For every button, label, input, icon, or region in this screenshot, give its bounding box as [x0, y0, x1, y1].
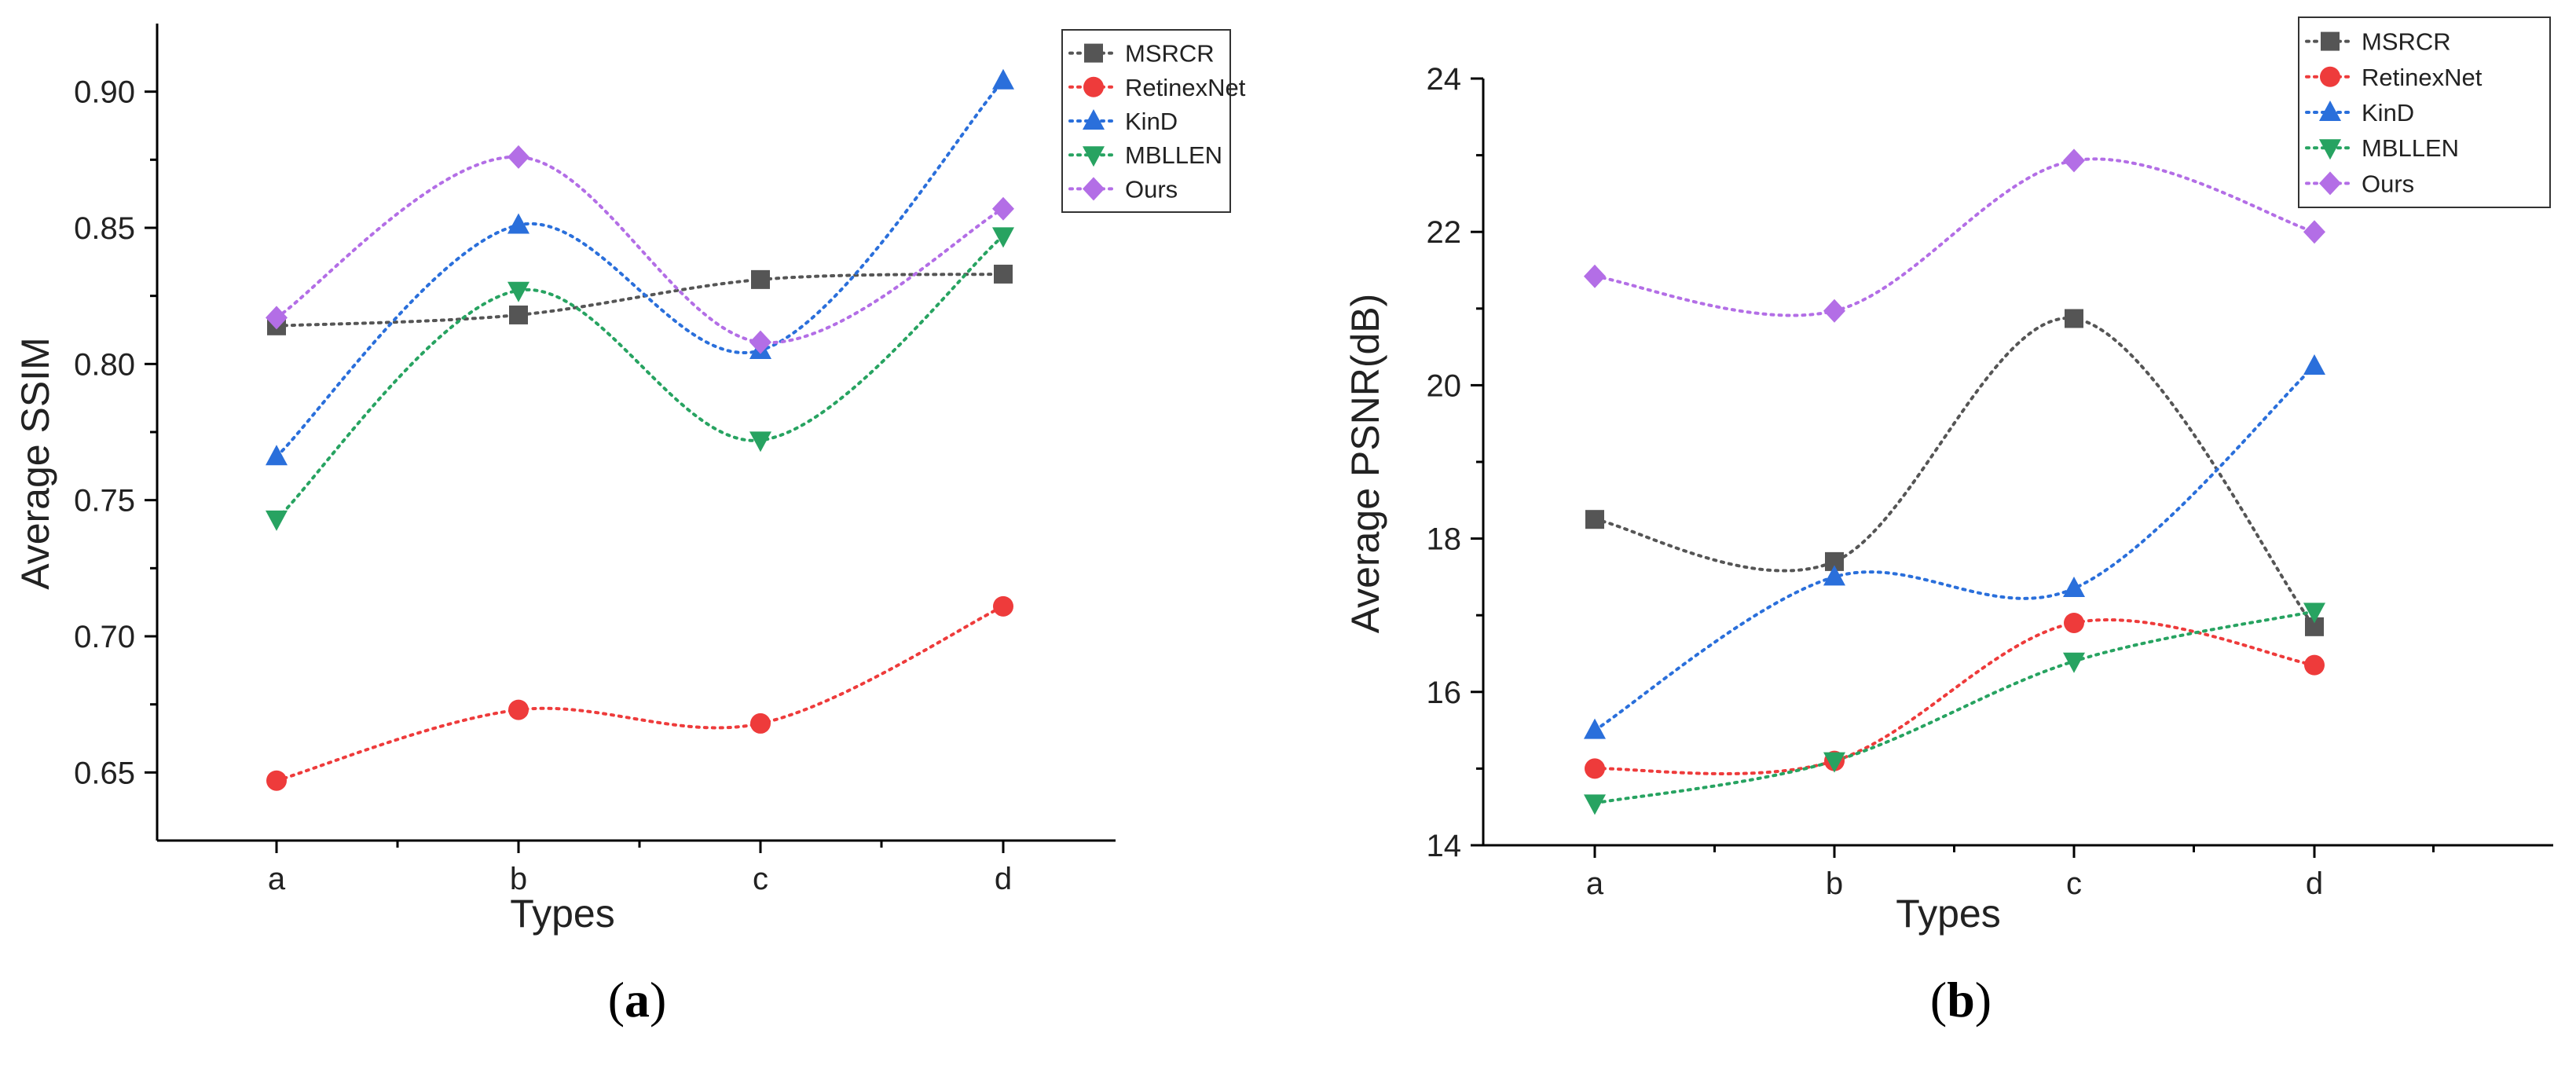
data-point-retinexnet — [508, 699, 529, 720]
data-point-msrcr — [1585, 510, 1604, 529]
x-tick-label: b — [1826, 866, 1843, 901]
data-point-msrcr — [751, 269, 770, 289]
data-point-ours — [992, 196, 1014, 221]
series-line-ours — [1593, 157, 2316, 317]
legend-label-retinexnet: RetinexNet — [1125, 74, 1246, 101]
legend-label-ours: Ours — [2362, 170, 2414, 197]
x-tick-label: c — [753, 862, 768, 896]
series-line-retinexnet — [275, 604, 1005, 782]
legend-marker-retinexnet — [2320, 66, 2340, 87]
data-point-kind — [266, 445, 288, 466]
legend-marker-mbllen — [2319, 139, 2341, 160]
y-tick-label: 16 — [1427, 676, 1462, 710]
series-line-mbllen — [1593, 610, 2316, 805]
legend-marker-ours — [2319, 171, 2341, 196]
legend-label-ours: Ours — [1125, 175, 1178, 203]
x-tick-label: d — [995, 862, 1012, 896]
legend-marker-kind — [2319, 101, 2341, 121]
chart-panel-b: 14 16 18 20 22 24 a b c d MSRCR RetinexNet KinD MBLLE… — [1343, 16, 2553, 1028]
legend-label-mbllen: MBLLEN — [2362, 134, 2459, 162]
data-point-ours — [1823, 299, 1845, 323]
data-point-kind — [2303, 354, 2325, 375]
x-tick-label: d — [2306, 866, 2323, 901]
x-tick-label: b — [510, 862, 527, 896]
y-tick-label: 0.65 — [74, 756, 135, 790]
panel-label-b: (b) — [1930, 972, 1992, 1028]
data-point-msrcr — [994, 264, 1013, 284]
series-line-kind — [1593, 364, 2316, 732]
data-point-ours — [1584, 264, 1606, 288]
y-tick-label: 14 — [1427, 829, 1462, 863]
x-axis-title: Types — [1896, 892, 2000, 936]
x-tick-label: a — [1586, 866, 1604, 901]
legend-marker-kind — [1083, 109, 1105, 130]
plot-area: 0.65 0.70 0.75 0.80 0.85 0.90 a b c d MSRCR Retinex… — [74, 24, 1246, 896]
series-line-kind — [275, 79, 1005, 459]
chart-panel-a: 0.65 0.70 0.75 0.80 0.85 0.90 a b c d MSRCR Retinex… — [13, 24, 1246, 1028]
panel-label-a: (a) — [608, 972, 667, 1028]
data-point-mbllen — [2303, 603, 2325, 624]
series-line-msrcr — [275, 272, 1005, 328]
y-axis-title: Average SSIM — [13, 337, 57, 589]
data-point-retinexnet — [1585, 758, 1605, 779]
data-point-ours — [2303, 220, 2325, 244]
legend-label-msrcr: MSRCR — [2362, 28, 2451, 56]
y-tick-label: 0.80 — [74, 347, 135, 382]
plot-area: 14 16 18 20 22 24 a b c d MSRCR RetinexNet KinD MBLLE… — [1427, 16, 2553, 901]
data-point-retinexnet — [2064, 612, 2084, 633]
y-tick-label: 0.75 — [74, 484, 135, 518]
data-point-msrcr — [509, 305, 528, 324]
data-point-retinexnet — [750, 712, 771, 734]
legend: MSRCR RetinexNet KinD MBLLEN Ours — [1061, 29, 1246, 213]
y-axis-title: Average PSNR(dB) — [1343, 294, 1387, 634]
x-axis-title: Types — [510, 892, 614, 936]
legend: MSRCR RetinexNet KinD MBLLEN Ours — [2298, 16, 2551, 208]
series-line-ours — [275, 155, 1005, 345]
legend-label-kind: KinD — [2362, 99, 2414, 126]
data-point-msrcr — [2065, 309, 2083, 328]
data-point-ours — [749, 330, 771, 354]
series-line-retinexnet — [1593, 618, 2316, 775]
series-line-msrcr — [1593, 317, 2316, 628]
y-tick-label: 18 — [1427, 522, 1462, 557]
x-tick-label: a — [268, 862, 286, 896]
x-tick-label: c — [2066, 866, 2082, 901]
legend-label-msrcr: MSRCR — [1125, 40, 1215, 68]
y-tick-label: 0.70 — [74, 620, 135, 654]
data-point-ours — [2063, 148, 2085, 173]
data-point-ours — [266, 306, 288, 330]
series-line-mbllen — [275, 234, 1005, 521]
legend-label-retinexnet: RetinexNet — [2362, 64, 2483, 91]
data-point-kind — [992, 68, 1014, 90]
legend-marker-msrcr — [1084, 43, 1103, 63]
data-point-kind — [2063, 577, 2085, 598]
y-tick-label: 24 — [1427, 62, 1462, 97]
data-point-retinexnet — [2304, 654, 2325, 676]
legend-marker-mbllen — [1083, 146, 1105, 167]
y-tick-label: 22 — [1427, 215, 1462, 250]
data-point-mbllen — [508, 281, 529, 302]
data-point-kind — [1584, 718, 1606, 739]
data-point-mbllen — [1584, 794, 1606, 815]
data-point-mbllen — [749, 431, 771, 452]
legend-marker-ours — [1083, 177, 1105, 201]
data-point-mbllen — [266, 510, 288, 531]
legend-marker-msrcr — [2321, 31, 2340, 51]
legend-marker-retinexnet — [1083, 76, 1104, 97]
legend-label-mbllen: MBLLEN — [1125, 141, 1222, 169]
legend-label-kind: KinD — [1125, 108, 1178, 135]
data-point-kind — [508, 213, 529, 234]
data-point-ours — [508, 145, 529, 169]
data-point-mbllen — [992, 227, 1014, 248]
data-point-kind — [1823, 565, 1845, 586]
data-point-mbllen — [1823, 752, 1845, 773]
y-tick-label: 0.85 — [74, 211, 135, 246]
data-point-mbllen — [2063, 652, 2085, 673]
y-tick-label: 0.90 — [74, 75, 135, 110]
y-tick-label: 20 — [1427, 368, 1462, 403]
data-point-retinexnet — [266, 770, 287, 791]
data-point-retinexnet — [993, 595, 1013, 617]
